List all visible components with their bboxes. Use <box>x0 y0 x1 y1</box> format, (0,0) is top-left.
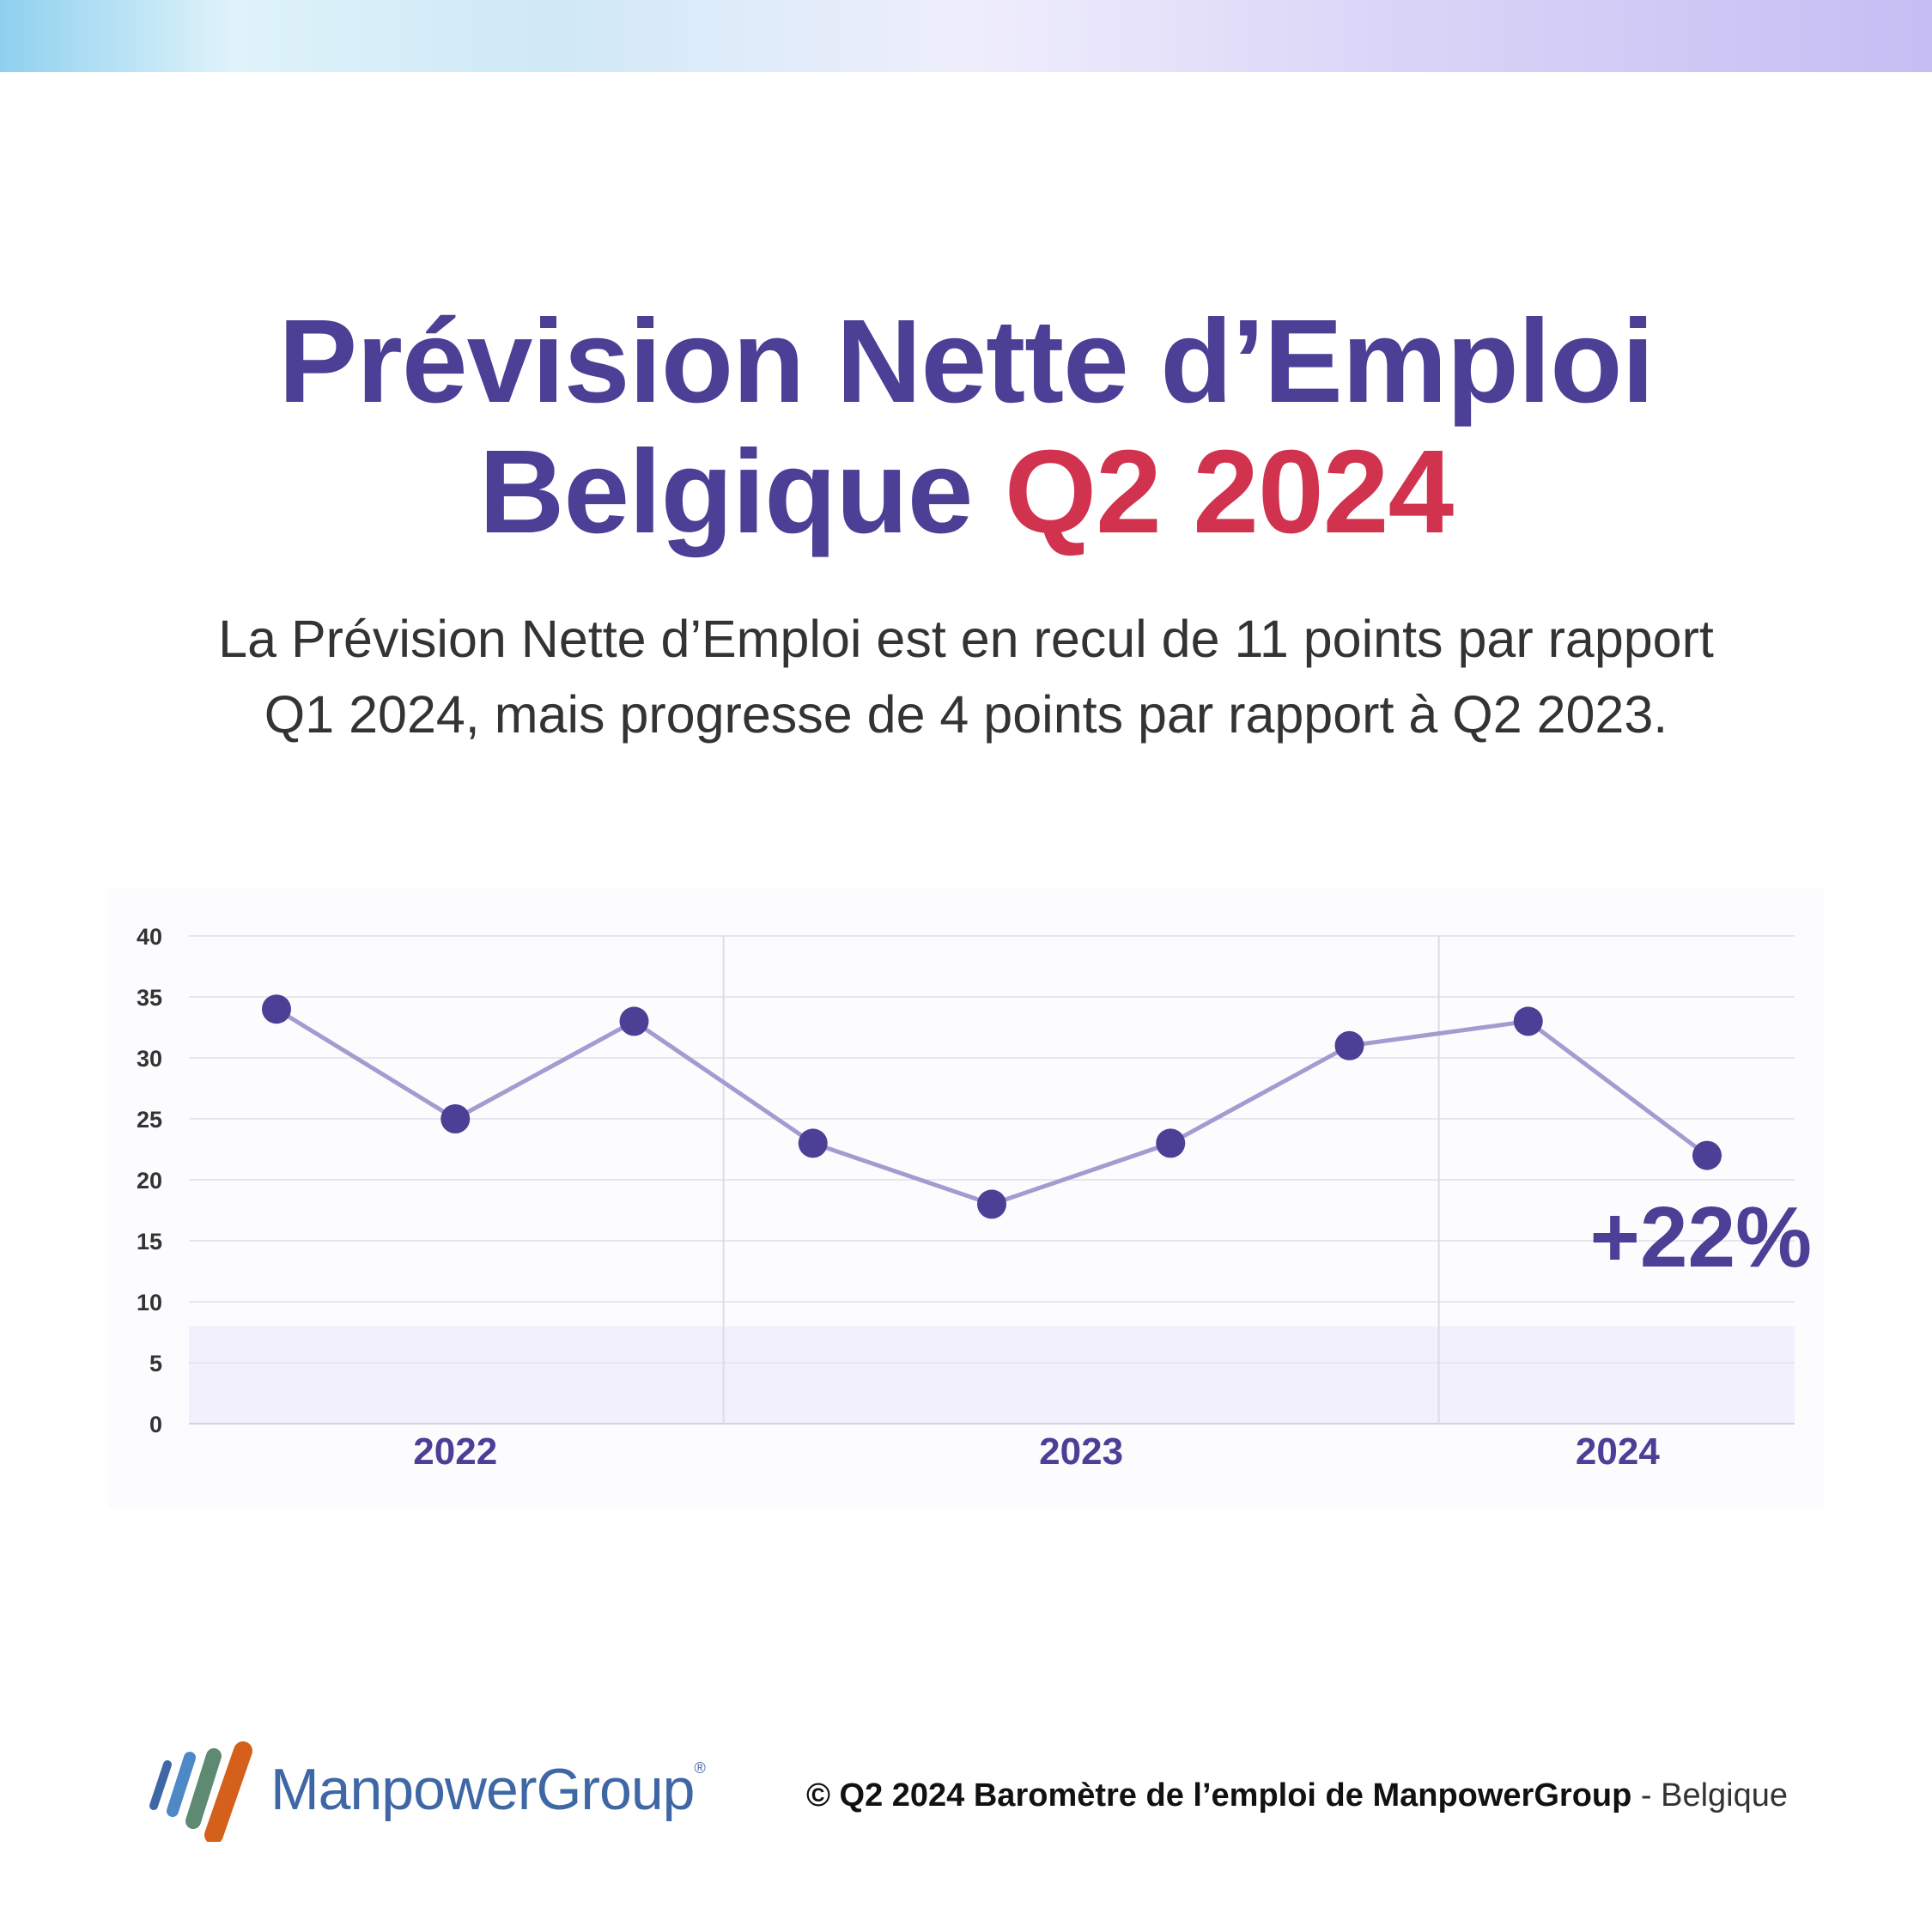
page-title: Prévision Nette d’Emploi Belgique Q2 202… <box>0 296 1932 557</box>
data-point <box>440 1104 471 1133</box>
data-point <box>977 1189 1006 1219</box>
y-tick-label: 40 <box>137 924 162 950</box>
subtitle-line-2: Q1 2024, mais progresse de 4 points par … <box>264 685 1668 744</box>
registered-mark: ® <box>694 1759 705 1777</box>
series-line <box>275 1007 1709 1206</box>
y-tick-label: 10 <box>137 1290 162 1315</box>
manpowergroup-logo: ManpowerGroup® <box>142 1739 706 1844</box>
y-tick-label: 0 <box>149 1412 162 1437</box>
data-point <box>1692 1140 1722 1170</box>
subtitle: La Prévision Nette d’Emploi est en recul… <box>129 601 1803 752</box>
x-year-label: 2022 <box>413 1431 497 1473</box>
logo-stripes-icon <box>149 1741 252 1844</box>
logo-wordmark: ManpowerGroup® <box>270 1756 706 1823</box>
copyright-notice: © Q2 2024 Baromètre de l’emploi de Manpo… <box>806 1777 1788 1814</box>
data-point <box>262 994 291 1024</box>
line-chart: 0 5 10 15 20 25 30 35 40 2022 2023 2024 +22% <box>137 924 1812 1473</box>
y-tick-label: 5 <box>149 1351 162 1376</box>
top-gradient-bar <box>0 0 1932 72</box>
low-value-band <box>189 1326 1795 1424</box>
data-point <box>1334 1030 1364 1060</box>
title-line-2: Belgique Q2 2024 <box>0 427 1932 557</box>
x-year-label: 2024 <box>1576 1431 1660 1473</box>
subtitle-line-1: La Prévision Nette d’Emploi est en recul… <box>218 610 1714 668</box>
y-tick-label: 35 <box>137 985 162 1011</box>
copyright-text: © Q2 2024 Baromètre de l’emploi de Manpo… <box>805 1777 1632 1814</box>
data-point <box>619 1006 649 1036</box>
data-point <box>1513 1006 1543 1036</box>
title-line-1: Prévision Nette d’Emploi <box>278 295 1655 428</box>
y-tick-label: 25 <box>137 1107 162 1133</box>
title-quarter: Q2 2024 <box>1004 426 1454 558</box>
line-chart-panel: 0 5 10 15 20 25 30 35 40 2022 2023 2024 +22% <box>107 889 1825 1507</box>
data-point <box>1156 1128 1186 1158</box>
y-tick-label: 20 <box>137 1168 162 1194</box>
data-point <box>798 1128 828 1158</box>
title-country: Belgique <box>478 426 974 558</box>
x-year-label: 2023 <box>1039 1431 1123 1473</box>
y-tick-label: 15 <box>137 1229 162 1255</box>
annotation-label: +22% <box>1589 1189 1812 1285</box>
copyright-region: - Belgique <box>1631 1777 1788 1814</box>
logo-text: ManpowerGroup <box>270 1757 695 1822</box>
y-tick-label: 30 <box>137 1046 162 1072</box>
